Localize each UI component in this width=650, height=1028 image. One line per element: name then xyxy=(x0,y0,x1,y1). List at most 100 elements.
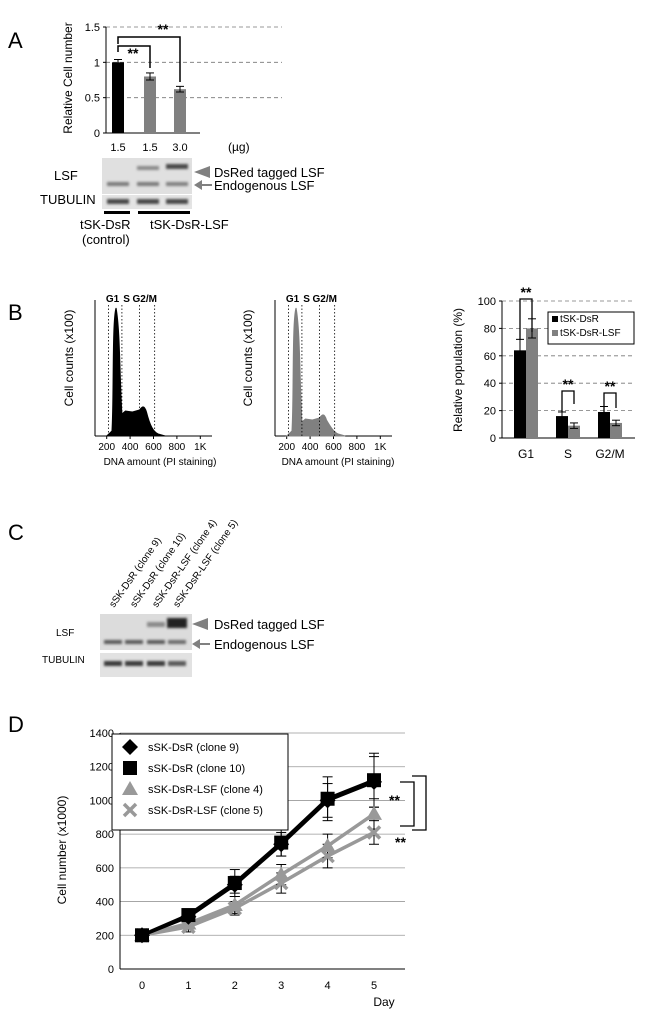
panel-d-legend-box xyxy=(111,733,289,831)
panel-a-significance-label: ** xyxy=(128,45,139,61)
panel-c-blot-bands xyxy=(104,618,187,666)
panel-b-hist-x-tick-label: 600 xyxy=(325,442,342,453)
panel-a-dsred-arrow-icon xyxy=(194,166,210,178)
panel-b-legend-box xyxy=(547,311,635,345)
panel-d-y-tick-label: 1400 xyxy=(90,728,114,740)
panel-d-point xyxy=(273,866,290,881)
panel-d-point xyxy=(366,825,382,840)
panel-a-group1-sublabel: (control) xyxy=(82,232,130,247)
panel-b-bar xyxy=(526,328,538,438)
panel-b-y-tick-label: 80 xyxy=(484,323,496,335)
panel-a-y-tick-label: 0.5 xyxy=(85,93,100,105)
panel-b-hist-gate-label: G2/M xyxy=(132,294,156,305)
panel-b-histogram-control: 200 400 600 800 1K G1 S G2/M xyxy=(94,294,212,453)
panel-d-sig-bracket xyxy=(400,781,415,827)
panel-d-legend-label: sSK-DsR (clone 9) xyxy=(148,742,239,754)
panel-b-hist-gate-label: G1 xyxy=(106,294,120,305)
panel-d-point xyxy=(366,805,382,820)
panel-c-tubulin-label: TUBULIN xyxy=(42,655,85,666)
panel-b-hist-x-tick-label: 200 xyxy=(278,442,295,453)
panel-b-bar xyxy=(610,422,622,438)
panel-d-sig-bracket xyxy=(412,775,427,831)
panel-d-point xyxy=(320,848,335,864)
panel-a-tubulin-label: TUBULIN xyxy=(40,192,96,207)
panel-d-series-line xyxy=(141,812,375,937)
panel-b-legend-label: tSK-DsR-LSF xyxy=(560,328,621,339)
panel-b-sig-bracket xyxy=(603,392,617,416)
panel-b-hist-gate-label: G2/M xyxy=(312,294,336,305)
panel-b-hist-x-tick-label: 600 xyxy=(145,442,162,453)
panel-b-y-tick-label: 40 xyxy=(484,378,496,390)
panel-a-dsred-label: DsRed tagged LSF xyxy=(214,165,325,180)
panel-b-y-tick-label: 0 xyxy=(490,433,496,445)
panel-d-y-tick-label: 800 xyxy=(96,829,114,841)
panel-d-point xyxy=(122,802,138,818)
panel-d-significance-label: ** xyxy=(389,792,400,808)
panel-a-group2-label: tSK-DsR-LSF xyxy=(150,217,229,232)
panel-b-hist-distribution xyxy=(105,307,166,437)
panel-d-y-tick-label: 400 xyxy=(96,897,114,909)
panel-c-endogenous-arrow-icon xyxy=(192,639,210,649)
panel-c-lane-labels: sSK-DsR (clone 9)sSK-DsR (clone 10)sSK-D… xyxy=(107,518,240,610)
panel-b-hist-gate-label: S xyxy=(303,294,310,305)
panel-b-hist-x-tick-label: 200 xyxy=(98,442,115,453)
panel-b-hist-x-tick-label: 800 xyxy=(349,442,366,453)
panel-b-hist-gate-label: S xyxy=(123,294,130,305)
panel-d-x-tick-label: 3 xyxy=(278,980,284,992)
panel-a-y-tick-label: 1.5 xyxy=(85,22,100,34)
panel-d-x-tick-label: 2 xyxy=(232,980,238,992)
panel-b-x-tick-label: G1 xyxy=(518,447,534,461)
panel-b-hist-gate-label: G1 xyxy=(286,294,300,305)
panel-d-point xyxy=(123,761,137,775)
panel-b-legend-swatch xyxy=(552,330,558,336)
panel-a-sig-bracket xyxy=(117,36,181,82)
panel-b-hist-x-tick-label: 800 xyxy=(169,442,186,453)
panel-d-point xyxy=(227,876,242,891)
panel-a-sig-bracket xyxy=(117,45,151,68)
panel-a-x-tick-label: 1.5 xyxy=(142,142,157,154)
panel-d-point xyxy=(122,739,138,755)
panel-a-blot-lsf xyxy=(102,158,192,194)
panel-a-label: A xyxy=(8,28,23,53)
panel-d-y-tick-label: 1000 xyxy=(90,795,114,807)
panel-a-y-tick-label: 0 xyxy=(94,128,100,140)
panel-d-label: D xyxy=(8,712,24,737)
panel-b-x-tick-label: S xyxy=(564,447,572,461)
panel-a-endogenous-label: Endogenous LSF xyxy=(214,178,315,193)
panel-b-hist-distribution xyxy=(285,307,346,437)
panel-c-lsf-label: LSF xyxy=(56,628,74,639)
panel-a-x-tick-label: 3.0 xyxy=(172,142,187,154)
panel-b-sig-bracket xyxy=(519,298,533,340)
panel-b-significance-label: ** xyxy=(563,376,574,392)
panel-a-y-axis-title: Relative Cell number xyxy=(61,22,75,133)
panel-d-x-tick-label: 5 xyxy=(371,980,377,992)
panel-d-y-tick-label: 600 xyxy=(96,863,114,875)
panel-a-group2-bar xyxy=(138,211,190,214)
panel-d-point xyxy=(367,773,381,788)
panel-b-hist-x-tick-label: 400 xyxy=(302,442,319,453)
panel-d-series-line xyxy=(141,830,375,938)
panel-b-x-tick-label: G2/M xyxy=(595,447,624,461)
panel-a-bar xyxy=(144,76,156,133)
panel-a-group1-label: tSK-DsR xyxy=(80,217,131,232)
panel-d-point xyxy=(319,837,336,852)
panel-d-x-axis-title: Day xyxy=(373,995,394,1009)
panel-b-y-tick-label: 60 xyxy=(484,351,496,363)
panel-d-point xyxy=(274,835,289,850)
panel-a-x-tick-label: 1.5 xyxy=(110,142,125,154)
panel-b-hist-x-tick-label: 400 xyxy=(122,442,139,453)
panel-d-y-tick-label: 1200 xyxy=(90,762,114,774)
panel-d-x-tick-label: 0 xyxy=(139,980,145,992)
panel-d-legend-label: sSK-DsR-LSF (clone 4) xyxy=(148,784,263,796)
panel-d-y-tick-label: 0 xyxy=(108,964,114,976)
panel-d-series-line xyxy=(141,778,375,937)
panel-d-y-tick-label: 200 xyxy=(96,930,114,942)
panel-b-hist2-x-title: DNA amount (PI staining) xyxy=(282,457,395,468)
panel-b-hist1-x-title: DNA amount (PI staining) xyxy=(104,457,217,468)
panel-d-line-chart: 0 200 400 600 800 1000 1200 1400 0 1 2 3 4 5 sSK-DsR (… xyxy=(90,728,427,992)
panel-c-dsred-label: DsRed tagged LSF xyxy=(214,617,325,632)
panel-b-sig-bracket xyxy=(561,390,575,412)
panel-b-legend-swatch xyxy=(552,316,558,322)
panel-b-hist2-y-title: Cell counts (x100) xyxy=(241,310,255,407)
